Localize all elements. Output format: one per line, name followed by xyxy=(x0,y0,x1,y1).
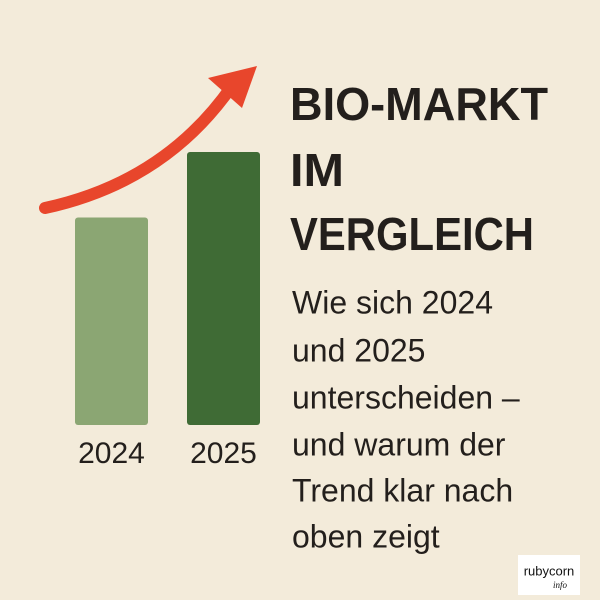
logo-name: rubycorn xyxy=(524,563,575,578)
title-line: BIO-MARKT xyxy=(290,78,548,130)
bar xyxy=(75,217,148,425)
subtitle-line: Trend klar nach xyxy=(292,472,513,508)
subtitle-line: unterscheiden – xyxy=(292,379,520,415)
logo-box xyxy=(518,555,580,595)
arrow-head xyxy=(208,66,257,108)
trend-arrow xyxy=(39,80,238,214)
subtitle-line: Wie sich 2024 xyxy=(292,284,493,320)
bar xyxy=(187,152,260,425)
subtitle-line: und 2025 xyxy=(292,332,425,368)
title-line: VERGLEICH xyxy=(290,208,534,260)
logo-sub: info xyxy=(553,580,568,590)
x-tick-label: 2024 xyxy=(78,437,145,470)
title-line: IM xyxy=(290,144,344,196)
subtitle-line: oben zeigt xyxy=(292,518,440,554)
x-tick-label: 2025 xyxy=(190,437,257,470)
subtitle-line: und warum der xyxy=(292,426,506,462)
